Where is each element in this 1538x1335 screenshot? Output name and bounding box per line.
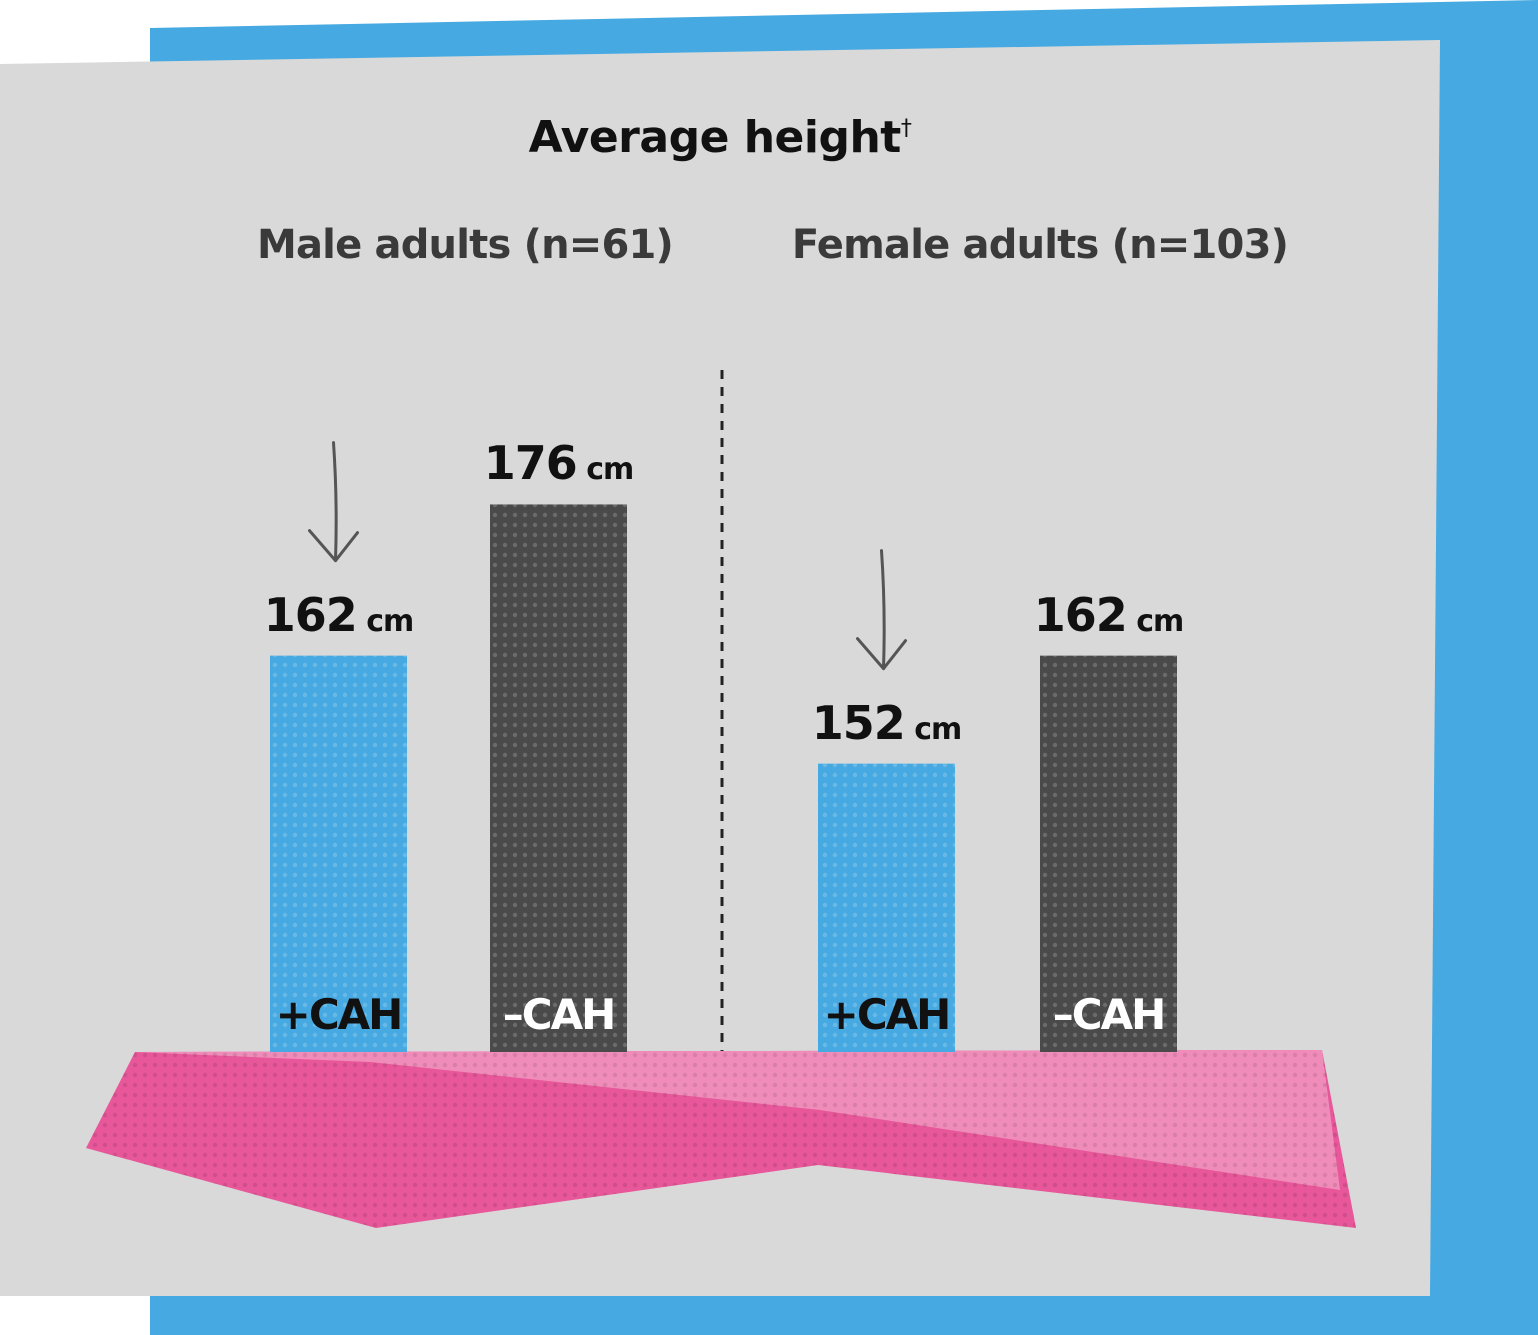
bar-texture-male-with-cah — [270, 655, 407, 1052]
category-label-female-without-cah: –CAH — [1052, 990, 1166, 1039]
value-label-female-with-cah: 152 cm — [787, 696, 987, 750]
value-unit: cm — [904, 711, 962, 747]
arrow-down-icon — [308, 441, 359, 563]
value-unit: cm — [576, 452, 634, 488]
title-footnote-marker: † — [900, 116, 912, 141]
category-label-male-with-cah: +CAH — [275, 990, 404, 1039]
bar-texture-female-without-cah — [1040, 655, 1177, 1052]
value-label-male-with-cah: 162 cm — [239, 588, 439, 642]
value-number: 162 — [1033, 587, 1128, 642]
ground-texture — [86, 1050, 1356, 1228]
bar-texture-female-with-cah — [818, 763, 955, 1052]
category-label-female-with-cah: +CAH — [823, 990, 952, 1039]
value-label-male-without-cah: 176 cm — [459, 436, 659, 490]
value-number: 176 — [483, 436, 578, 491]
group-label-male: Male adults (n=61) — [256, 222, 674, 268]
value-number: 152 — [811, 695, 906, 750]
arrow-down-icon — [856, 549, 907, 671]
bar-texture-male-without-cah — [490, 504, 627, 1052]
category-label-male-without-cah: –CAH — [502, 990, 616, 1039]
chart-title: Average height† — [0, 112, 1440, 163]
bars-layer — [270, 441, 1177, 1052]
chart-title-text: Average height — [528, 112, 902, 163]
value-unit: cm — [1126, 603, 1184, 639]
value-number: 162 — [263, 587, 358, 642]
group-label-female: Female adults (n=103) — [791, 222, 1289, 268]
value-unit: cm — [356, 603, 414, 639]
value-label-female-without-cah: 162 cm — [1009, 588, 1209, 642]
